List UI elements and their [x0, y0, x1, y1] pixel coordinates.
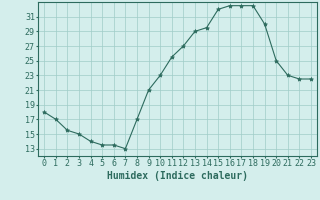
X-axis label: Humidex (Indice chaleur): Humidex (Indice chaleur) [107, 171, 248, 181]
